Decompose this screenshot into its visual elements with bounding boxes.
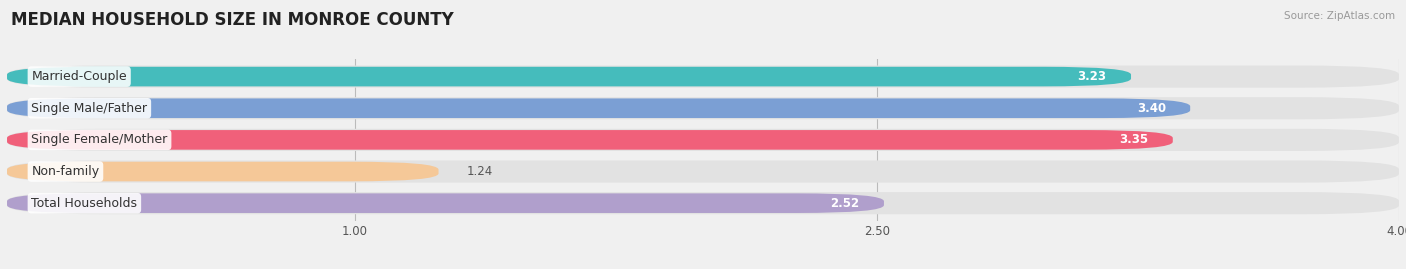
FancyBboxPatch shape	[7, 193, 884, 213]
Text: Source: ZipAtlas.com: Source: ZipAtlas.com	[1284, 11, 1395, 21]
Text: 3.35: 3.35	[1119, 133, 1149, 146]
Text: Non-family: Non-family	[31, 165, 100, 178]
Text: Total Households: Total Households	[31, 197, 138, 210]
FancyBboxPatch shape	[7, 192, 1399, 214]
FancyBboxPatch shape	[7, 67, 1130, 86]
Text: 3.40: 3.40	[1136, 102, 1166, 115]
Text: MEDIAN HOUSEHOLD SIZE IN MONROE COUNTY: MEDIAN HOUSEHOLD SIZE IN MONROE COUNTY	[11, 11, 454, 29]
FancyBboxPatch shape	[7, 98, 1191, 118]
FancyBboxPatch shape	[7, 162, 439, 181]
Text: 1.24: 1.24	[467, 165, 492, 178]
FancyBboxPatch shape	[7, 66, 1399, 88]
FancyBboxPatch shape	[7, 129, 1399, 151]
Text: Single Female/Mother: Single Female/Mother	[31, 133, 167, 146]
Text: Married-Couple: Married-Couple	[31, 70, 127, 83]
Text: 3.23: 3.23	[1077, 70, 1107, 83]
Text: 2.52: 2.52	[831, 197, 859, 210]
FancyBboxPatch shape	[7, 160, 1399, 183]
FancyBboxPatch shape	[7, 97, 1399, 119]
Text: Single Male/Father: Single Male/Father	[31, 102, 148, 115]
FancyBboxPatch shape	[7, 130, 1173, 150]
